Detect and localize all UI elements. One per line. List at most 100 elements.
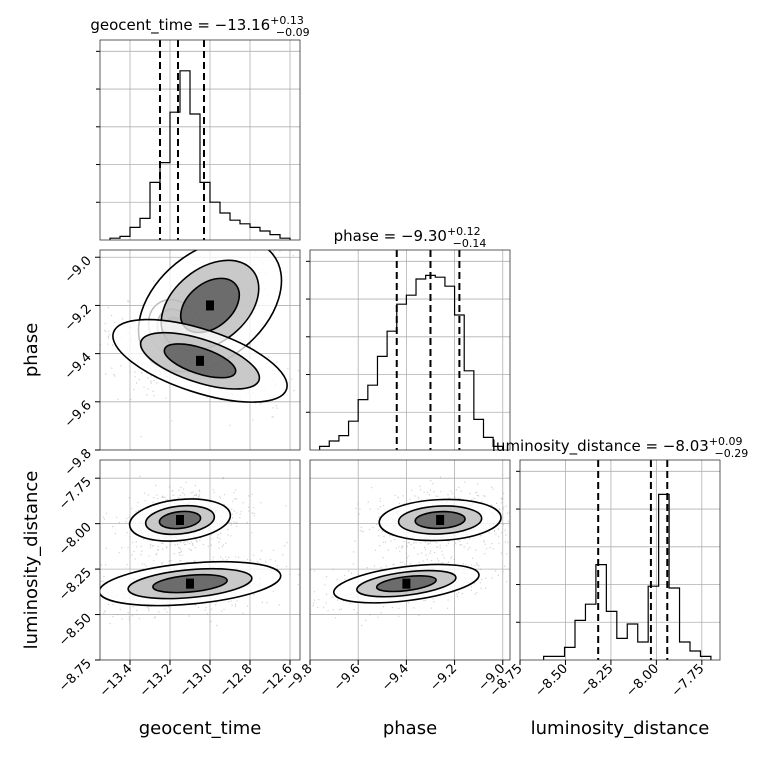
histogram-bar bbox=[406, 295, 416, 450]
x-tick-label: −8.25 bbox=[578, 661, 617, 700]
scatter-samples bbox=[100, 475, 300, 627]
x-tick-label: −12.8 bbox=[217, 661, 256, 700]
title-minus: −0.14 bbox=[453, 237, 487, 250]
density-content bbox=[310, 460, 510, 660]
x-tick-label: −13.2 bbox=[137, 661, 176, 700]
y-tick-label: −9.6 bbox=[62, 398, 95, 431]
histogram-bar bbox=[596, 565, 606, 660]
title-phase: phase = −9.30+0.12 −0.14 bbox=[334, 225, 487, 250]
title-plus: +0.13 bbox=[270, 14, 304, 27]
y-tick-label: −8.75 bbox=[56, 656, 95, 695]
histogram-panel-phase bbox=[306, 249, 511, 451]
histogram-bar bbox=[220, 213, 230, 240]
histogram-bar bbox=[368, 385, 378, 450]
histogram-panel-geocent_time bbox=[96, 39, 301, 241]
x-tick-label: −13.4 bbox=[97, 661, 136, 700]
histogram-bar bbox=[690, 651, 700, 660]
title-main: geocent_time = −13.16 bbox=[90, 16, 270, 35]
histogram-bar bbox=[339, 436, 349, 450]
density-peak bbox=[186, 578, 194, 589]
histogram-bar bbox=[377, 356, 387, 450]
y-tick-label: −9.0 bbox=[62, 253, 95, 286]
panel-frame bbox=[309, 459, 511, 661]
histogram-bar bbox=[606, 611, 616, 660]
histogram-bar bbox=[387, 331, 397, 450]
density-peak bbox=[402, 578, 411, 589]
histogram-step-line bbox=[543, 493, 712, 660]
histogram-bar bbox=[180, 71, 190, 240]
histogram-bar bbox=[648, 586, 658, 660]
histogram-bar bbox=[585, 604, 595, 660]
histogram-bar bbox=[329, 441, 339, 450]
histogram-bar bbox=[575, 620, 585, 660]
density-peak bbox=[436, 515, 445, 525]
title-plus: +0.12 bbox=[447, 225, 481, 238]
histogram-panel-luminosity_distance bbox=[516, 459, 721, 661]
density-panel-phase-luminosity_distance bbox=[309, 459, 511, 661]
density-peak bbox=[206, 300, 214, 311]
y-tick-label: −9.8 bbox=[62, 446, 95, 479]
x-axis-label: luminosity_distance bbox=[531, 718, 710, 739]
x-tick-label: −9.6 bbox=[331, 661, 364, 694]
panel-frame bbox=[99, 249, 301, 451]
title-minus: −0.29 bbox=[715, 447, 749, 460]
histogram-bar bbox=[130, 227, 140, 240]
histogram-bar bbox=[617, 638, 627, 660]
histogram-bar bbox=[270, 235, 280, 240]
histogram-bar bbox=[358, 400, 368, 450]
histogram-bar bbox=[190, 114, 200, 240]
y-axis-label: phase bbox=[21, 323, 42, 377]
histogram-bar bbox=[210, 202, 220, 240]
histogram-bar bbox=[474, 419, 484, 450]
title-main: luminosity_distance = −8.03 bbox=[492, 437, 709, 456]
y-tick-label: −9.4 bbox=[62, 350, 95, 383]
density-peak bbox=[176, 515, 184, 525]
panel-frame bbox=[99, 39, 301, 241]
x-axis-label: phase bbox=[383, 718, 437, 739]
x-tick-label: −9.4 bbox=[379, 661, 412, 694]
density-content bbox=[100, 460, 300, 660]
histogram-bar bbox=[150, 182, 160, 240]
scatter-samples bbox=[312, 474, 510, 627]
density-panel-geocent_time-phase bbox=[99, 249, 301, 451]
y-tick-label: −8.00 bbox=[56, 520, 95, 559]
x-axis-label: geocent_time bbox=[139, 718, 262, 739]
title-minus: −0.09 bbox=[276, 26, 310, 39]
histogram-bar bbox=[397, 304, 407, 450]
y-tick-label: −8.25 bbox=[56, 565, 95, 604]
density-panel-geocent_time-luminosity_distance bbox=[99, 459, 301, 661]
y-tick-label: −7.75 bbox=[56, 474, 95, 513]
panel-frame bbox=[309, 249, 511, 451]
title-luminosity_distance: luminosity_distance = −8.03+0.09 −0.29 bbox=[492, 435, 748, 460]
histogram-bar bbox=[230, 220, 240, 240]
histogram-bar bbox=[160, 163, 170, 240]
x-tick-label: −13.0 bbox=[177, 661, 216, 700]
title-plus: +0.09 bbox=[709, 435, 743, 448]
histogram-bar bbox=[565, 647, 575, 660]
histogram-bar bbox=[627, 624, 637, 660]
x-tick-label: −8.50 bbox=[532, 661, 571, 700]
histogram-bar bbox=[140, 218, 150, 240]
title-main: phase = −9.30 bbox=[334, 227, 447, 245]
histogram-bar bbox=[638, 642, 648, 660]
histogram-bar bbox=[240, 224, 250, 240]
density-peak bbox=[196, 355, 204, 366]
histogram-step-line bbox=[319, 274, 504, 450]
histogram-bar bbox=[416, 279, 426, 450]
histogram-bar bbox=[445, 286, 455, 450]
y-tick-label: −9.2 bbox=[62, 302, 95, 335]
histogram-bar bbox=[250, 227, 260, 240]
panel-frame bbox=[519, 459, 721, 661]
histogram-bar bbox=[435, 277, 445, 450]
histogram-bar bbox=[349, 421, 359, 450]
density-content bbox=[100, 250, 300, 450]
title-geocent_time: geocent_time = −13.16+0.13 −0.09 bbox=[90, 14, 309, 39]
panel-frame bbox=[99, 459, 301, 661]
x-tick-label: −8.00 bbox=[623, 661, 662, 700]
y-axis-label: luminosity_distance bbox=[21, 471, 42, 650]
histogram-step-line bbox=[109, 70, 291, 240]
x-tick-label: −7.75 bbox=[669, 661, 708, 700]
histogram-bar bbox=[680, 642, 690, 660]
y-tick-label: −8.50 bbox=[56, 611, 95, 650]
